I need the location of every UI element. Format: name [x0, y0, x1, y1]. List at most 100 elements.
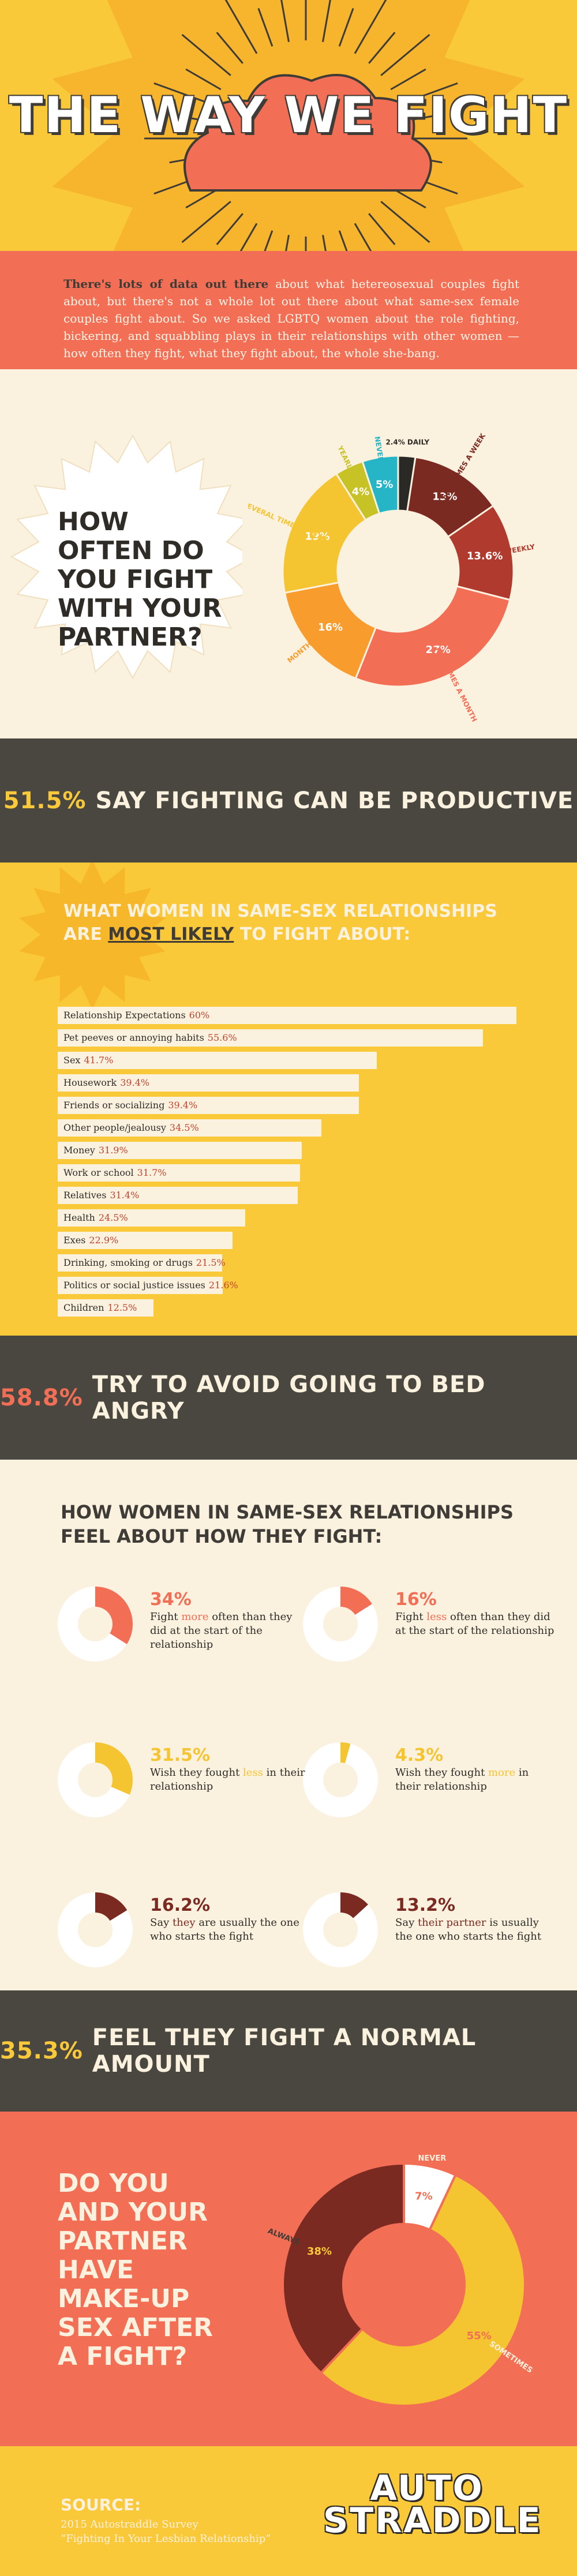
frequency-value-label: 13% [432, 491, 457, 503]
burst-ray [322, 0, 331, 42]
intro-section: There's lots of data out there about wha… [0, 251, 577, 369]
likely-category: Exes [63, 1235, 86, 1246]
likely-bar [58, 1029, 483, 1047]
frequency-slice [361, 455, 399, 515]
frequency-category-label: NEVER [373, 436, 385, 463]
burst-ray [338, 8, 354, 47]
productive-pct: 51.5% [3, 787, 87, 814]
bed-text: TRY TO AVOID GOING TO BED ANGRY [92, 1371, 486, 1424]
burst-ray [368, 213, 396, 245]
likely-category: Friends or socializing [63, 1100, 165, 1111]
likely-category: Sex [63, 1055, 81, 1066]
bed-pct: 58.8% [0, 1384, 83, 1411]
feel-stat-text: Fight more often than they did at the st… [150, 1611, 293, 1651]
normal-band: 35.3% FEEL THEY FIGHT A NORMAL AMOUNT [0, 1990, 577, 2112]
burst-ray [354, 0, 387, 54]
likely-bar [58, 1074, 359, 1092]
feel-heading: HOW WOMEN IN SAME-SEX RELATIONSHIPS FEEL… [61, 1501, 514, 1547]
makeup-section: DO YOU AND YOUR PARTNER HAVE MAKE-UP SEX… [0, 2112, 577, 2446]
feel-donut-hole [323, 1913, 358, 1947]
makeup-category-label: NEVER [418, 2154, 447, 2163]
intro-body: about what hetereosexual couples fight a… [63, 277, 519, 360]
likely-category: Work or school [63, 1167, 134, 1178]
source-line-1: 2015 Autostraddle Survey [61, 2518, 198, 2530]
starburst-decoration [10, 434, 242, 680]
frequency-value-label: 4% [352, 486, 370, 498]
source-line-2: “Fighting In Your Lesbian Relationship” [61, 2533, 271, 2545]
cloud-shape [183, 74, 432, 192]
feel-stat: 34% Fight more often than they did at the… [150, 1589, 312, 1652]
feel-donut-hole [78, 1763, 113, 1797]
burst-ray [169, 113, 209, 122]
feel-donut-hole [323, 1607, 358, 1641]
likely-bar [58, 1097, 359, 1114]
burst-ray [181, 201, 231, 243]
likely-bar-label: Sex 41.7% [63, 1052, 113, 1069]
feel-stat: 4.3% Wish they fought more in their relat… [395, 1745, 557, 1794]
feel-stat-text: Fight less often than they did at the st… [395, 1611, 554, 1637]
likely-value: 55.6% [207, 1032, 237, 1043]
likely-bar [58, 1232, 233, 1249]
likely-bar [58, 1187, 298, 1204]
feel-stat: 16.2% Say they are usually the one who st… [150, 1895, 312, 1944]
feel-stat-pct: 16.2% [150, 1895, 211, 1915]
likely-heading-after: TO FIGHT ABOUT: [234, 924, 411, 944]
makeup-value-label: 38% [307, 2245, 332, 2258]
likely-bar-label: Drinking, smoking or drugs 21.5% [63, 1254, 226, 1272]
likely-heading-before: WHAT WOMEN IN SAME-SEX RELATIONSHIPS ARE [63, 901, 497, 944]
feel-stat: 31.5% Wish they fought less in their rela… [150, 1745, 312, 1794]
likely-bar-label: Friends or socializing 39.4% [63, 1097, 197, 1114]
likely-bar-label: Health 24.5% [63, 1209, 128, 1227]
likely-bar-label: Other people/jealousy 34.5% [63, 1119, 199, 1137]
frequency-value-label: 5% [376, 478, 394, 490]
likely-bar-label: Exes 22.9% [63, 1232, 118, 1249]
likely-value: 60% [189, 1010, 210, 1021]
burst-ray [216, 32, 243, 64]
feel-stat-pct: 34% [150, 1589, 192, 1610]
likely-value: 41.7% [84, 1055, 114, 1066]
likely-heading: WHAT WOMEN IN SAME-SEX RELATIONSHIPS ARE… [63, 900, 525, 946]
page-title: THE WAY WE FIGHT [9, 87, 568, 144]
frequency-slice [282, 473, 367, 594]
feel-stat-text: Wish they fought more in their relations… [395, 1767, 529, 1793]
likely-section: WHAT WOMEN IN SAME-SEX RELATIONSHIPS ARE… [0, 863, 577, 1336]
burst-ray [224, 0, 258, 54]
frequency-value-label: 27% [426, 644, 451, 656]
burst-ray [280, 0, 290, 42]
frequency-slice [283, 581, 377, 680]
likely-category: Health [63, 1212, 95, 1223]
feel-donuts [58, 1587, 378, 1967]
frequency-section: HOW OFTEN DO YOU FIGHT WITH YOUR PARTNER… [0, 369, 577, 738]
burst-ray [368, 32, 396, 64]
feel-donut-hole [323, 1763, 358, 1797]
burst-ray [322, 235, 327, 251]
burst-ray [257, 8, 273, 47]
frequency-slice [354, 585, 511, 688]
burst-ray [398, 82, 458, 106]
burst-ray [181, 33, 231, 76]
burst-ray [285, 235, 290, 251]
frequency-value-label: 16% [318, 621, 343, 633]
normal-text: FEEL THEY FIGHT A NORMAL AMOUNT [92, 2024, 477, 2078]
likely-bar-label: Children 12.5% [63, 1299, 137, 1317]
intro-paragraph: There's lots of data out there about wha… [63, 275, 519, 362]
bed-band: 58.8% TRY TO AVOID GOING TO BED ANGRY [0, 1336, 577, 1460]
likely-starburst [19, 863, 166, 1010]
burst-ray [390, 68, 426, 91]
source-section: SOURCE: 2015 Autostraddle Survey “Fighti… [0, 2446, 577, 2576]
likely-bar [58, 1142, 302, 1159]
likely-bar-label: Politics or social justice issues 21.6% [63, 1277, 238, 1294]
feel-stat: 13.2% Say their partner is usually the on… [395, 1895, 557, 1944]
makeup-slice [282, 2162, 405, 2375]
productive-band: 51.5% SAY FIGHTING CAN BE PRODUCTIVE [0, 738, 577, 863]
burst-ray [380, 33, 430, 76]
feel-stat: 16% Fight less often than they did at the… [395, 1589, 557, 1638]
normal-pct: 35.3% [0, 2038, 83, 2064]
makeup-value-label: 55% [467, 2330, 492, 2342]
likely-category: Politics or social justice issues [63, 1280, 205, 1291]
logo-line-1: AUTO [370, 2468, 484, 2508]
likely-bar [58, 1007, 516, 1024]
burst-ray [264, 230, 273, 251]
likely-bar-label: Housework 39.4% [63, 1074, 149, 1092]
likely-value: 39.4% [168, 1100, 198, 1111]
